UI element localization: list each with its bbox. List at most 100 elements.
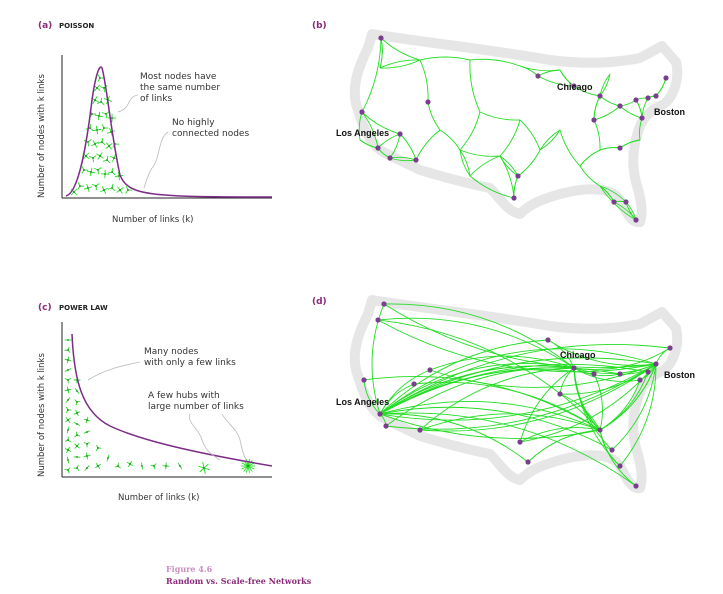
panel-c-ylabel: Number of nodes with k links xyxy=(37,353,47,477)
random-link xyxy=(439,129,461,151)
scale-free-node xyxy=(417,427,423,433)
scale-free-link xyxy=(547,339,657,366)
scale-free-node xyxy=(617,371,623,377)
poisson-node xyxy=(96,152,104,160)
random-link xyxy=(499,155,515,199)
panel-c-pointer-many xyxy=(87,361,141,381)
scale-free-node xyxy=(381,301,387,307)
powerlaw-node xyxy=(73,421,81,427)
scale-free-node xyxy=(427,367,433,373)
panel-a-pointer-same xyxy=(117,94,139,113)
random-link xyxy=(419,59,429,103)
random-link xyxy=(427,101,441,131)
random-link xyxy=(419,56,471,61)
random-link xyxy=(593,119,601,151)
random-link xyxy=(593,105,621,121)
random-link xyxy=(479,111,521,121)
scale-free-link xyxy=(363,379,381,415)
poisson-node xyxy=(106,127,116,137)
scale-free-link xyxy=(379,363,649,415)
scale-free-link xyxy=(573,367,641,382)
city-label-chicago: Chicago xyxy=(560,350,596,360)
random-node xyxy=(663,75,669,81)
random-link xyxy=(469,175,515,199)
powerlaw-node xyxy=(83,430,91,434)
random-link xyxy=(539,129,561,151)
poisson-node xyxy=(94,111,104,121)
poisson-node xyxy=(81,166,89,174)
random-link xyxy=(499,119,521,157)
scale-free-link xyxy=(611,363,657,451)
powerlaw-node xyxy=(106,454,110,462)
scale-free-node xyxy=(525,459,531,465)
random-node xyxy=(375,145,381,151)
scale-free-node xyxy=(361,377,367,383)
powerlaw-node xyxy=(74,443,80,449)
random-link xyxy=(459,111,481,151)
powerlaw-node xyxy=(64,356,72,364)
powerlaw-node xyxy=(64,339,72,341)
poisson-node xyxy=(93,167,102,175)
panel-c: (c) POWER LAW Number of nodes with k lin… xyxy=(37,303,273,503)
poisson-node xyxy=(91,183,100,191)
panel-a-note-same: Most nodes have the same number of links xyxy=(140,72,223,104)
panel-b-letter: (b) xyxy=(312,21,327,31)
panel-a-xlabel: Number of links (k) xyxy=(112,215,193,225)
scale-free-node xyxy=(557,391,563,397)
scale-free-link xyxy=(379,363,575,415)
panel-c-note-hubs: A few hubs with large number of links xyxy=(148,391,244,412)
scale-free-node xyxy=(609,447,615,453)
panel-a-ylabel: Number of nodes with k links xyxy=(37,74,47,198)
poisson-node xyxy=(125,186,133,194)
random-node xyxy=(515,173,521,179)
random-link xyxy=(599,147,621,151)
powerlaw-node xyxy=(64,446,72,454)
scale-free-link xyxy=(599,363,657,431)
poisson-node xyxy=(88,155,97,163)
scale-free-node xyxy=(591,371,597,377)
random-link xyxy=(379,59,421,69)
scale-free-link xyxy=(573,363,657,374)
scale-free-link xyxy=(379,413,529,463)
scale-free-network-links xyxy=(363,303,671,487)
city-label-los-angeles: Los Angeles xyxy=(336,397,389,407)
random-link xyxy=(519,65,539,77)
scale-free-node xyxy=(517,439,523,445)
poisson-node xyxy=(101,110,110,119)
random-node xyxy=(511,195,517,201)
powerlaw-node xyxy=(64,467,71,474)
poisson-node xyxy=(92,125,102,135)
scale-free-node xyxy=(645,369,651,375)
scale-free-link xyxy=(377,317,575,369)
powerlaw-node xyxy=(162,462,170,470)
scale-free-link xyxy=(379,400,601,431)
scale-free-link xyxy=(619,363,657,467)
panel-a-note-no-hubs: No highly connected nodes xyxy=(172,118,249,139)
random-link xyxy=(619,105,643,119)
scale-free-node xyxy=(571,365,577,371)
city-label-boston: Boston xyxy=(654,107,685,117)
powerlaw-node xyxy=(141,462,143,470)
random-node xyxy=(387,155,393,161)
powerlaw-node xyxy=(83,441,91,448)
powerlaw-node xyxy=(65,417,71,423)
random-link xyxy=(539,129,561,151)
poisson-node xyxy=(107,113,117,123)
poisson-node xyxy=(101,124,109,132)
random-link xyxy=(537,75,575,87)
random-link xyxy=(380,37,421,61)
random-link xyxy=(459,149,501,157)
scale-free-node xyxy=(617,463,623,469)
random-link xyxy=(599,185,637,221)
scale-free-link xyxy=(573,367,601,431)
scale-free-link xyxy=(371,303,385,415)
scale-free-network-nodes xyxy=(361,301,673,489)
random-link xyxy=(469,155,501,177)
figure-title: Random vs. Scale-free Networks xyxy=(166,576,312,586)
scale-free-node xyxy=(653,361,659,367)
random-link xyxy=(579,149,601,167)
random-node xyxy=(397,131,403,137)
random-node xyxy=(623,199,629,205)
poisson-node xyxy=(77,182,85,190)
